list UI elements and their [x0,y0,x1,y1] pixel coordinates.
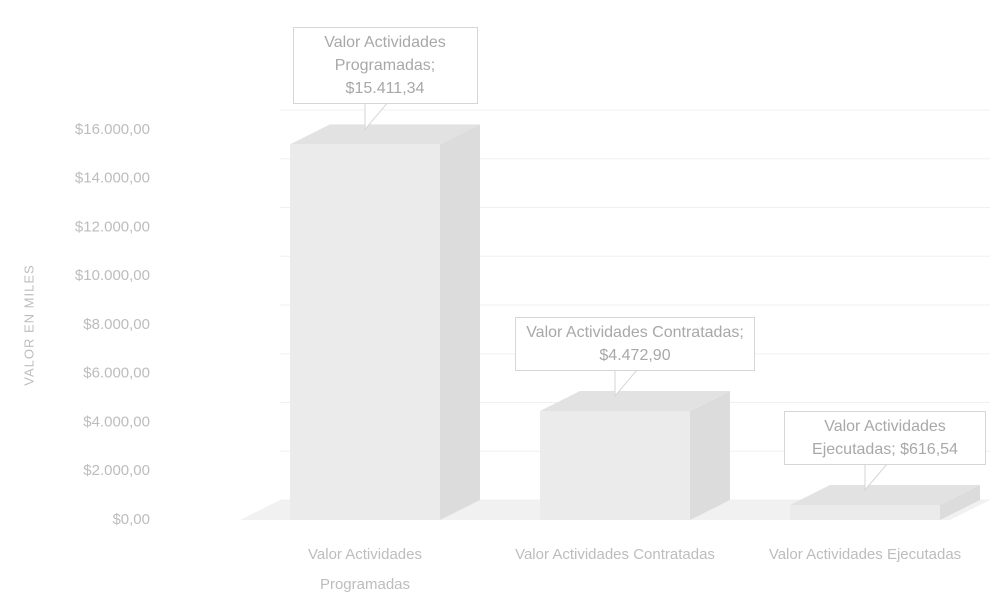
bar-top [540,390,730,411]
bar [540,410,690,520]
bar-top [790,484,980,505]
y-tick-label: $4.000,00 [83,413,150,430]
data-label: Valor Actividades Ejecutadas; $616,54 [784,410,986,465]
bar-top [290,124,480,145]
y-tick-label: $16.000,00 [75,121,150,138]
y-axis-title: VALOR EN MILES [21,264,36,385]
y-tick-label: $10.000,00 [75,267,150,284]
data-label: Valor Actividades Programadas; $15.411,3… [292,27,478,105]
x-tick-label: Valor Actividades Programadas [308,546,422,593]
y-tick-label: $12.000,00 [75,218,150,235]
x-tick-label: Valor Actividades Contratadas [515,546,715,563]
bar [790,504,940,520]
y-tick-label: $6.000,00 [83,365,150,382]
y-tick-label: $2.000,00 [83,462,150,479]
bar [290,144,440,521]
x-tick-label: Valor Actividades Ejecutadas [768,546,962,563]
bar-side [940,484,980,520]
bar-side [440,124,480,521]
data-label: Valor Actividades Contratadas; $4.472,90 [515,316,755,371]
bar-side [690,390,730,520]
y-tick-label: $8.000,00 [83,316,150,333]
y-tick-label: $14.000,00 [75,170,150,187]
y-tick-label: $0,00 [112,511,150,528]
